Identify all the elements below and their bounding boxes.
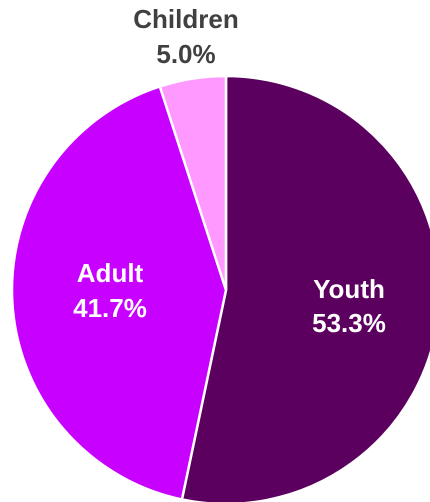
slice-label-children: Children (133, 4, 238, 34)
pie-slice-youth (180, 74, 430, 502)
pie-slice-adult (10, 85, 228, 501)
pie-slice-children (158, 74, 228, 292)
slice-value-youth: 53.3% (312, 308, 386, 338)
slice-label-adult: Adult (77, 258, 144, 288)
slice-value-children: 5.0% (156, 39, 215, 69)
slice-label-youth: Youth (313, 274, 385, 304)
slice-labels: Youth 53.3% Adult 41.7% Children 5.0% (73, 4, 386, 338)
slice-value-adult: 41.7% (73, 293, 147, 323)
pie-slices (10, 74, 430, 502)
